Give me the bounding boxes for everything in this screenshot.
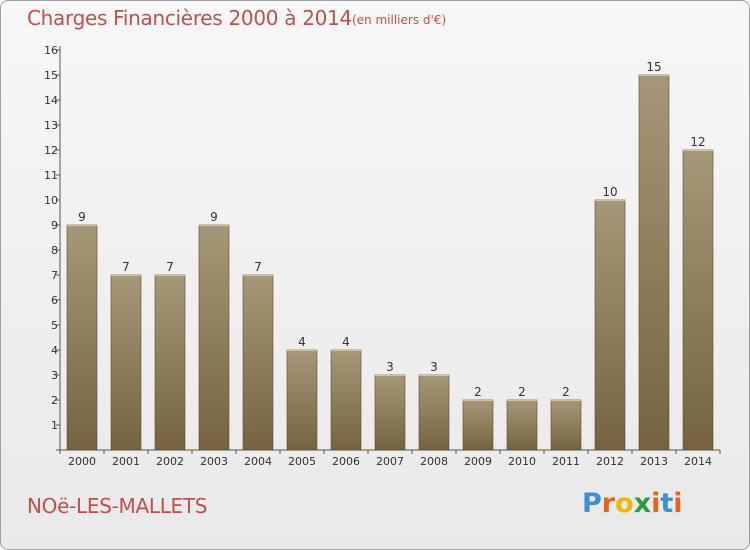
y-tick-label: 12 (44, 144, 58, 157)
y-tick-label: 13 (44, 119, 58, 132)
y-tick-label: 8 (51, 244, 58, 257)
x-tick-label-2004: 2004 (244, 455, 272, 468)
logo-letter: t (660, 488, 674, 519)
bar-2009 (462, 399, 494, 451)
y-tick-label: 15 (44, 69, 58, 82)
x-tick-label-2013: 2013 (640, 455, 668, 468)
logo-letter: r (601, 488, 616, 519)
y-tick-label: 14 (44, 94, 58, 107)
bar-2013 (638, 74, 670, 451)
data-label-2010: 2 (518, 385, 526, 399)
logo-letter: o (615, 488, 634, 519)
data-label-2005: 4 (298, 335, 306, 349)
bar-2006 (330, 349, 362, 451)
x-tick-label-2010: 2010 (508, 455, 536, 468)
y-tick-label: 1 (51, 419, 58, 432)
x-tick-label-2012: 2012 (596, 455, 624, 468)
bar-2003 (198, 224, 230, 451)
x-tick-label-2003: 2003 (200, 455, 228, 468)
x-tick-label-2007: 2007 (376, 455, 404, 468)
logo-letter: x (633, 488, 652, 519)
bar-2002 (154, 274, 186, 451)
data-label-2012: 10 (602, 185, 617, 199)
y-tick-label: 3 (51, 369, 58, 382)
data-label-2000: 9 (78, 210, 86, 224)
y-tick-label: 5 (51, 319, 58, 332)
x-tick-label-2014: 2014 (684, 455, 712, 468)
chart-subtitle: (en milliers d'€) (352, 13, 447, 27)
data-label-2007: 3 (386, 360, 394, 374)
data-label-2001: 7 (122, 260, 130, 274)
data-label-2011: 2 (562, 385, 570, 399)
bar-2000 (66, 224, 98, 451)
y-tick-label: 16 (44, 44, 58, 57)
x-tick-label-2005: 2005 (288, 455, 316, 468)
bar-2014 (682, 149, 714, 451)
y-tick-label: 9 (51, 219, 58, 232)
logo-letter: i (651, 488, 661, 519)
data-label-2014: 12 (690, 135, 705, 149)
x-tick-label-2009: 2009 (464, 455, 492, 468)
x-tick-label-2002: 2002 (156, 455, 184, 468)
y-tick-label: 11 (44, 169, 58, 182)
chart-title: Charges Financières 2000 à 2014 (27, 6, 352, 30)
bar-2010 (506, 399, 538, 451)
proxiti-logo[interactable]: Proxiti (582, 488, 683, 519)
data-label-2009: 2 (474, 385, 482, 399)
x-tick-label-2001: 2001 (112, 455, 140, 468)
bar-2011 (550, 399, 582, 451)
data-label-2004: 7 (254, 260, 262, 274)
y-tick-label: 4 (51, 344, 58, 357)
chart-bars (66, 74, 714, 451)
y-tick-label: 2 (51, 394, 58, 407)
x-tick-label-2006: 2006 (332, 455, 360, 468)
data-label-2002: 7 (166, 260, 174, 274)
x-tick-label-2000: 2000 (68, 455, 96, 468)
bar-2007 (374, 374, 406, 451)
bar-2008 (418, 374, 450, 451)
x-tick-label-2011: 2011 (552, 455, 580, 468)
y-tick-label: 6 (51, 294, 58, 307)
bar-2005 (286, 349, 318, 451)
y-tick-label: 10 (44, 194, 58, 207)
data-label-2006: 4 (342, 335, 350, 349)
data-label-2003: 9 (210, 210, 218, 224)
bar-2004 (242, 274, 274, 451)
bar-2001 (110, 274, 142, 451)
data-label-2008: 3 (430, 360, 438, 374)
bar-2012 (594, 199, 626, 451)
logo-letter: i (673, 488, 683, 519)
y-tick-label: 7 (51, 269, 58, 282)
location-name: NOë-LES-MALLETS (27, 494, 208, 518)
data-label-2013: 15 (646, 60, 661, 74)
chart-data-labels: 9 7 7 9 7 4 4 3 3 2 2 2 10 15 12 (78, 60, 705, 399)
logo-letter: P (582, 488, 602, 519)
x-tick-label-2008: 2008 (420, 455, 448, 468)
